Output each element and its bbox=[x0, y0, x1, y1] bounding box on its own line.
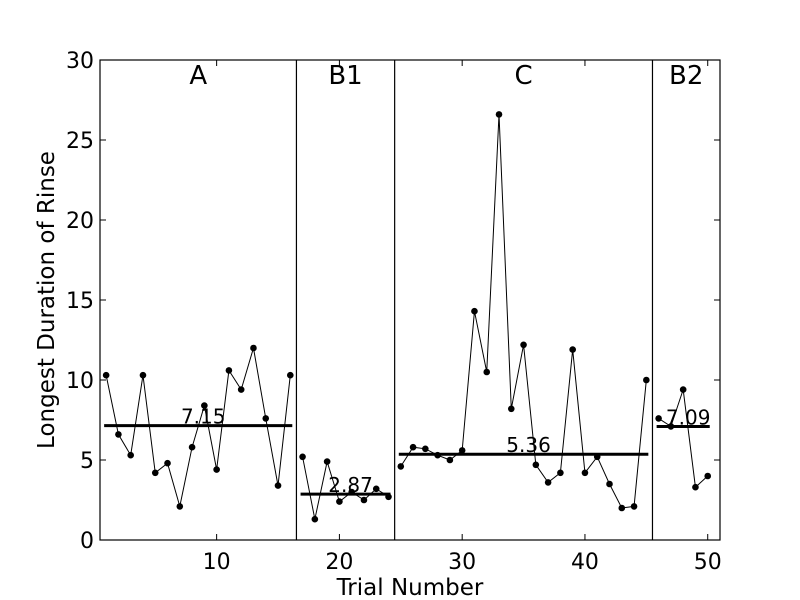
data-point bbox=[458, 447, 466, 454]
y-tick-label: 20 bbox=[66, 209, 94, 234]
data-point bbox=[201, 402, 208, 409]
data-point bbox=[188, 443, 196, 451]
phase-label: C bbox=[514, 61, 532, 91]
data-series bbox=[102, 111, 712, 523]
data-point bbox=[507, 405, 515, 413]
data-point bbox=[667, 423, 675, 430]
data-point bbox=[237, 386, 245, 393]
data-point bbox=[446, 456, 454, 464]
data-point bbox=[250, 344, 257, 352]
data-point bbox=[532, 461, 540, 469]
data-point bbox=[618, 504, 626, 512]
data-point bbox=[422, 445, 429, 453]
y-axis-title: Longest Duration of Rinse bbox=[34, 151, 60, 449]
data-point bbox=[471, 307, 478, 315]
data-point bbox=[434, 451, 441, 459]
data-point bbox=[360, 496, 368, 504]
y-axis-ticks: 0 5 10 15 20 25 30 bbox=[66, 49, 720, 554]
data-point bbox=[151, 469, 159, 477]
x-tick-label: 10 bbox=[203, 550, 231, 575]
phase-mean-label: 5.36 bbox=[506, 433, 551, 457]
phase-label: A bbox=[189, 61, 207, 91]
data-point bbox=[704, 472, 712, 480]
data-point bbox=[262, 415, 270, 422]
data-point bbox=[495, 111, 503, 118]
data-point bbox=[385, 493, 392, 501]
data-point bbox=[557, 469, 564, 477]
y-tick-label: 5 bbox=[80, 449, 94, 474]
phase-label: B2 bbox=[669, 61, 703, 91]
plot-frame bbox=[99, 59, 721, 541]
data-point bbox=[372, 485, 380, 493]
data-point bbox=[606, 480, 613, 488]
data-point bbox=[164, 459, 171, 467]
data-point bbox=[176, 503, 184, 510]
data-point bbox=[520, 341, 527, 349]
y-tick-label: 15 bbox=[66, 289, 94, 314]
data-point bbox=[409, 443, 417, 451]
phase-means: 7.152.875.367.09 bbox=[104, 405, 710, 497]
x-axis-title: Trial Number bbox=[336, 575, 484, 600]
data-point bbox=[630, 503, 638, 510]
y-tick-label: 0 bbox=[80, 529, 94, 554]
data-point bbox=[581, 469, 589, 477]
data-point bbox=[593, 453, 601, 461]
data-point bbox=[102, 371, 110, 379]
y-tick-label: 25 bbox=[66, 129, 94, 154]
data-point bbox=[655, 415, 662, 422]
phase-labels: A B1 C B2 bbox=[189, 61, 703, 91]
x-axis-ticks: 10 20 30 40 50 bbox=[203, 60, 722, 575]
data-point bbox=[311, 515, 319, 523]
x-tick-label: 30 bbox=[448, 550, 476, 575]
x-tick-label: 40 bbox=[571, 550, 599, 575]
phase-label: B1 bbox=[328, 61, 362, 91]
series-line bbox=[105, 347, 291, 507]
data-point bbox=[679, 386, 687, 393]
data-point bbox=[336, 498, 343, 505]
phase-dividers bbox=[295, 60, 654, 540]
data-point bbox=[274, 482, 282, 489]
data-point bbox=[213, 466, 220, 473]
data-point bbox=[127, 451, 134, 459]
x-tick-label: 20 bbox=[325, 550, 353, 575]
y-tick-label: 30 bbox=[66, 49, 94, 74]
data-point bbox=[569, 346, 576, 353]
data-point bbox=[544, 479, 552, 486]
data-point bbox=[348, 488, 355, 496]
data-point bbox=[323, 458, 331, 465]
data-point bbox=[643, 376, 650, 384]
data-point bbox=[299, 453, 306, 461]
series-line bbox=[658, 389, 709, 489]
data-point bbox=[483, 368, 491, 376]
y-tick-label: 10 bbox=[66, 369, 94, 394]
data-point bbox=[115, 431, 122, 438]
data-point bbox=[692, 483, 699, 491]
data-point bbox=[397, 463, 405, 470]
data-point bbox=[225, 367, 233, 374]
x-tick-label: 50 bbox=[694, 550, 722, 575]
data-point bbox=[139, 371, 147, 379]
data-point bbox=[286, 371, 294, 379]
